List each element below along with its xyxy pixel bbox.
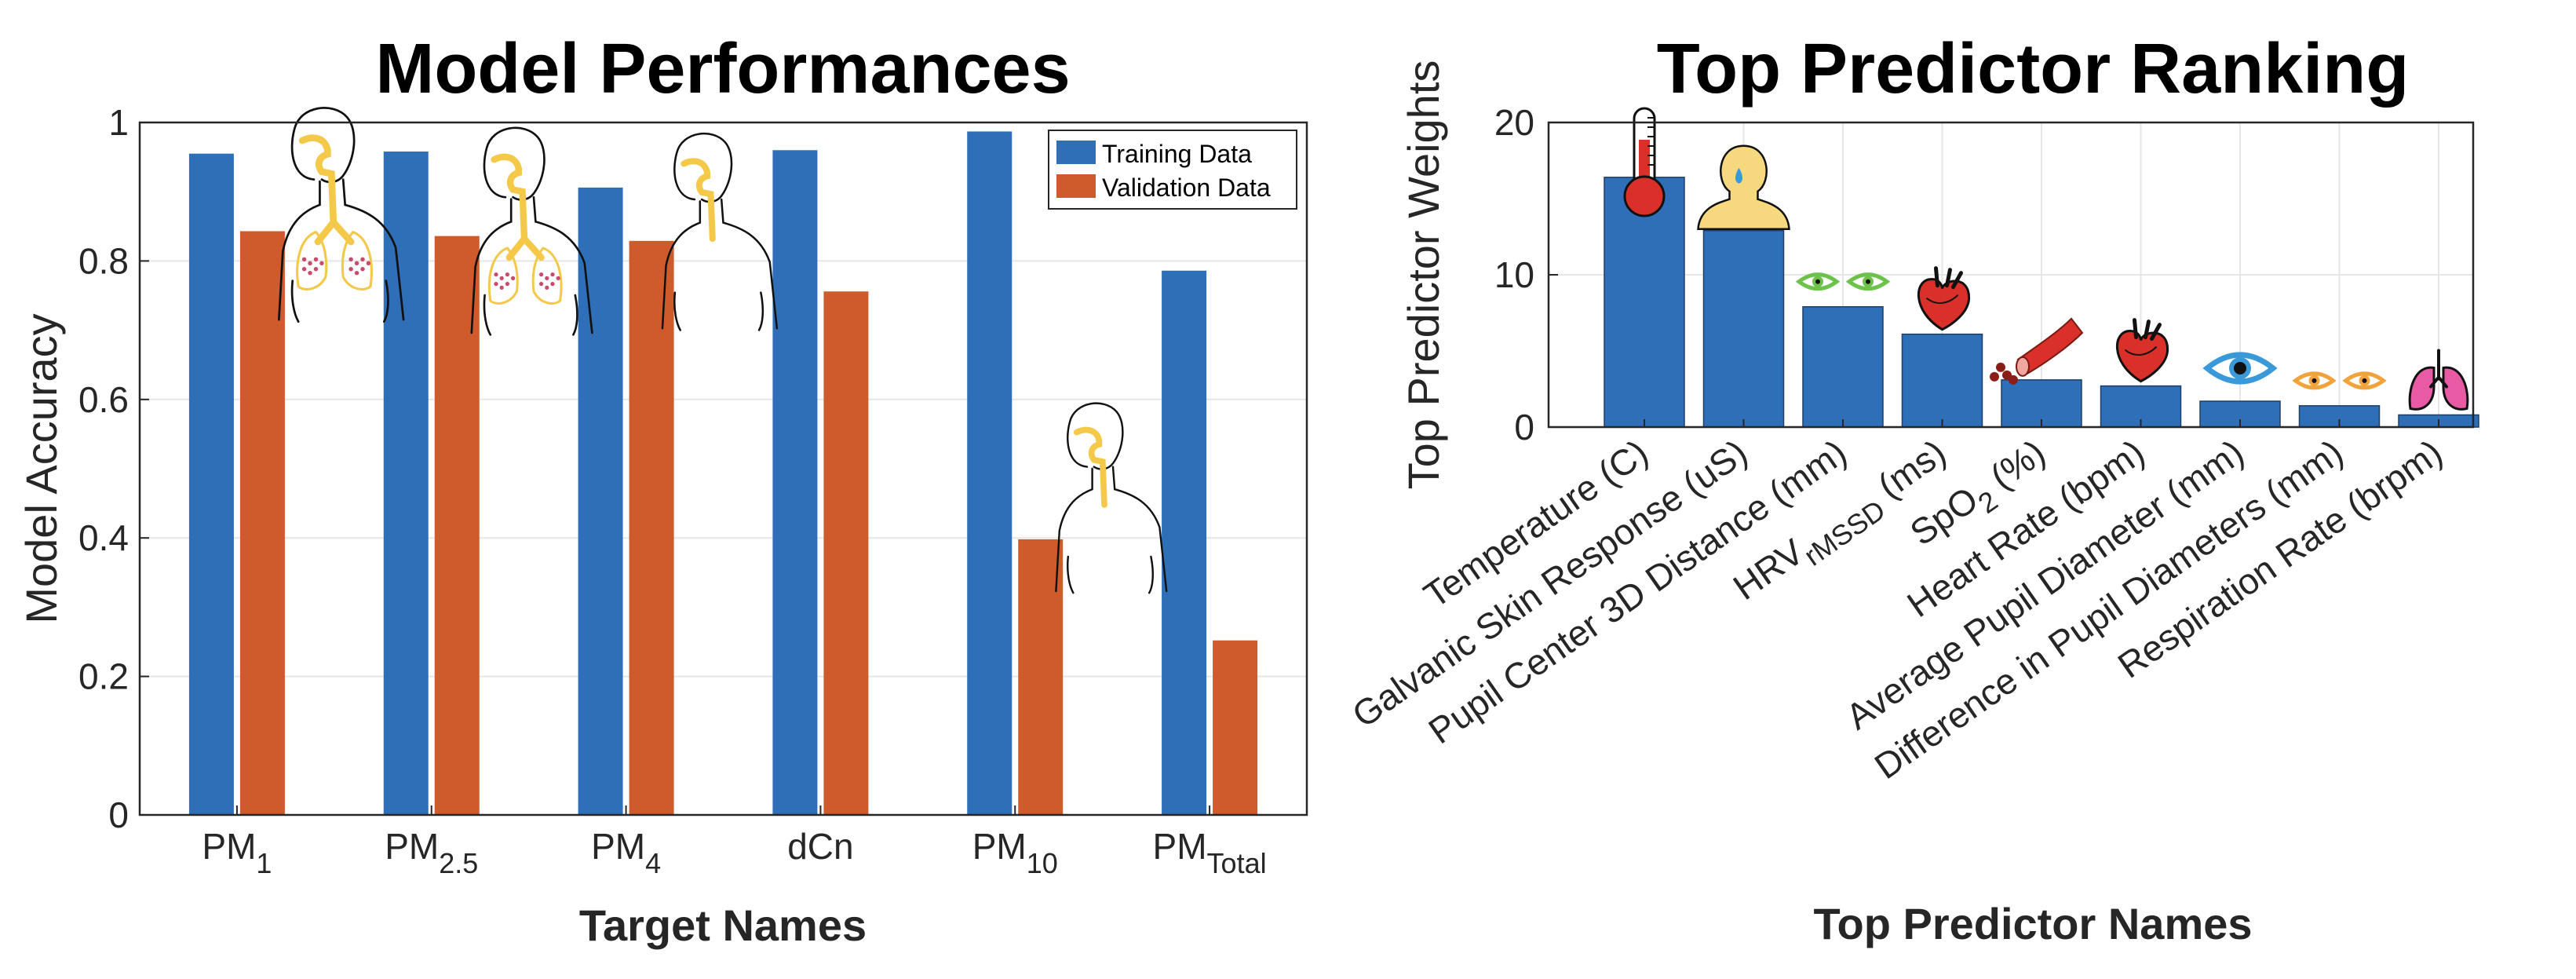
chart2-bars — [1604, 177, 2479, 428]
y-tick-label: 0.2 — [78, 656, 129, 697]
respiratory-figure-icon — [470, 126, 593, 336]
chart2-xlabel: Top Predictor Names — [1813, 899, 2252, 948]
chart-model-performances: Model Performances 0 0.2 0.4 0.6 0.8 1 PM1 PM2… — [16, 30, 1308, 950]
y-tick-label: 0.4 — [78, 517, 129, 558]
blood-vessel-icon — [1990, 317, 2084, 385]
x-tick-label: PMTotal — [1153, 826, 1267, 879]
bar-training — [1162, 270, 1207, 815]
bar-predictor-weight — [1702, 229, 1785, 428]
y-tick-label: 0 — [1514, 407, 1534, 447]
eyes-icon — [1795, 272, 1891, 291]
sweating-head-icon — [1697, 144, 1790, 230]
chart1-bars — [188, 131, 1258, 815]
bar-predictor-weight — [1604, 177, 1685, 428]
x-tick-label: PM2.5 — [385, 826, 478, 879]
chart1-grid — [140, 122, 1307, 816]
eye-icon — [2202, 352, 2278, 385]
respiratory-figure-icon — [661, 132, 779, 331]
y-tick-label: 1 — [108, 102, 129, 143]
chart1-title: Model Performances — [375, 30, 1070, 108]
x-tick-label: PM1 — [202, 826, 272, 879]
legend-label-validation: Validation Data — [1102, 174, 1271, 202]
chart2-title: Top Predictor Ranking — [1657, 30, 2409, 108]
chart1-legend: Training Data Validation Data — [1048, 130, 1297, 210]
chart1-y-ticks: 0 0.2 0.4 0.6 0.8 1 — [78, 102, 149, 835]
bar-training — [772, 150, 818, 815]
chart1-xlabel: Target Names — [579, 900, 867, 950]
x-tick-label: PM10 — [972, 826, 1058, 879]
legend-label-training: Training Data — [1102, 140, 1252, 168]
y-tick-label: 0 — [108, 795, 129, 835]
lungs-icon — [2408, 349, 2469, 411]
thermometer-icon — [1623, 107, 1666, 217]
bar-predictor-weight — [1802, 305, 1884, 428]
bar-predictor-weight — [1901, 333, 1983, 428]
x-tick-label: PM4 — [591, 826, 661, 879]
bar-validation — [823, 291, 869, 815]
bar-validation — [629, 240, 674, 815]
legend-swatch-training — [1056, 141, 1096, 164]
chart2-x-ticks: Temperature (C)Galvanic Skin Response (u… — [1345, 419, 2450, 787]
heart-icon — [2115, 318, 2169, 383]
respiratory-figure-icon — [1055, 402, 1168, 594]
x-tick-label: dCn — [787, 826, 853, 867]
x-tick-label: Pupil Center 3D Distance (mm) — [1421, 432, 1853, 752]
bar-validation — [1213, 640, 1258, 815]
y-tick-label: 10 — [1494, 254, 1534, 295]
y-tick-label: 0.8 — [78, 240, 129, 281]
heart-icon — [1917, 266, 1971, 331]
bar-training — [383, 152, 429, 815]
chart2-y-ticks: 0 10 20 — [1494, 102, 1558, 447]
chart1-figures — [277, 107, 1168, 594]
chart2-icons — [1623, 107, 2469, 411]
chart-top-predictor-ranking: Top Predictor Ranking 0 10 20 Temperature … — [1345, 30, 2479, 948]
y-tick-label: 0.6 — [78, 379, 129, 420]
chart1-x-ticks: PM1 PM2.5 PM4 dCn PM10 PMTotal — [202, 805, 1267, 879]
bar-training — [967, 131, 1013, 815]
legend-swatch-validation — [1056, 174, 1096, 198]
bar-validation — [239, 231, 285, 815]
bar-training — [188, 153, 234, 815]
chart2-ylabel: Top Predictor Weights — [1399, 60, 1448, 490]
chart1-axes-box — [138, 121, 1308, 816]
bar-training — [578, 187, 623, 815]
respiratory-figure-icon — [277, 107, 405, 323]
y-tick-label: 20 — [1494, 102, 1534, 143]
eyes-icon — [2292, 371, 2387, 390]
chart1-ylabel: Model Accuracy — [16, 313, 66, 623]
